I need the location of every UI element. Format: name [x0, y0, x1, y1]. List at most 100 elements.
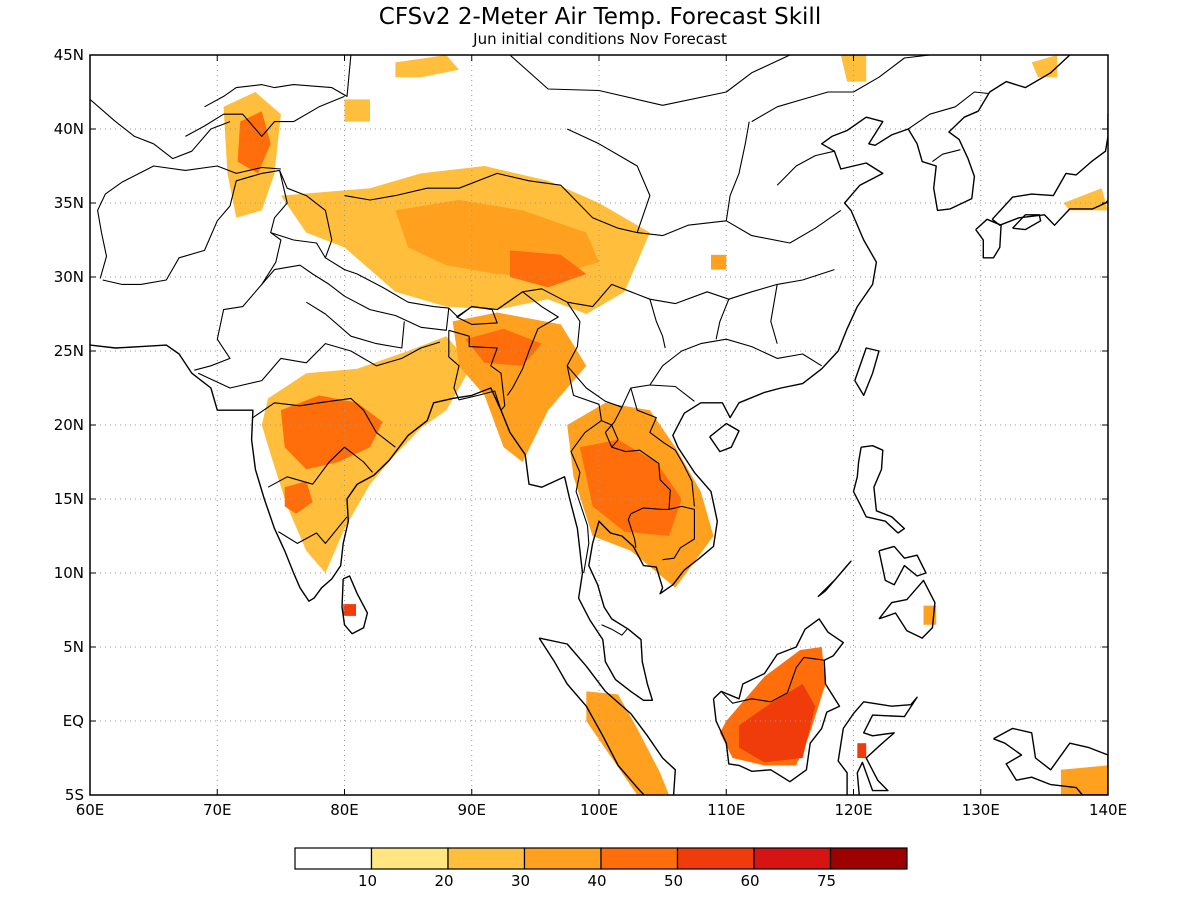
borders-layer [90, 55, 989, 704]
coastline-sri-lanka [341, 575, 369, 635]
skill-region-tibet-south [509, 250, 587, 288]
skill-region-central-india [261, 336, 472, 573]
coastlines-layer [90, 55, 1108, 795]
border-china-provinces-8 [566, 128, 651, 233]
y-tick-label: 25N [54, 342, 84, 360]
border-mongolia-china [507, 55, 791, 106]
border-china-provinces-7 [770, 284, 778, 344]
skill-region-yunnan-hainan [711, 254, 727, 270]
y-tick-label: 5S [65, 786, 84, 804]
border-bhutan [456, 306, 498, 325]
border-china-provinces-10 [853, 55, 930, 93]
border-iran-afghanistan [97, 181, 123, 279]
colorbar-label: 10 [358, 872, 377, 890]
longitude-axis: 60E 70E 80E 90E 100E 110E 120E 130E 140E [76, 55, 1127, 819]
y-tick-label: 15N [54, 490, 84, 508]
coastline-taiwan [854, 347, 880, 397]
coastline-palawan [817, 560, 852, 598]
x-tick-label: 80E [330, 801, 359, 819]
border-india-states-6 [306, 301, 405, 349]
skill-region-sulawesi [857, 743, 867, 758]
border-china-provinces-11 [751, 91, 854, 123]
colorbar-label: 30 [511, 872, 530, 890]
border-india-states-4 [278, 516, 348, 544]
coastline-shikoku [1012, 214, 1042, 231]
coastline-sulawesi [837, 696, 918, 795]
border-china-provinces-6 [715, 298, 730, 340]
border-china-provinces-2 [458, 172, 842, 244]
border-china-provinces-3 [649, 338, 822, 386]
skill-region-manchuria-east [1031, 55, 1058, 78]
skill-region-new-guinea [1060, 765, 1108, 795]
colorbar-label: 75 [817, 872, 836, 890]
colorbar-swatch [447, 847, 526, 870]
border-tibet-qinghai [344, 187, 459, 201]
colorbar-legend: 10 20 30 40 50 60 75 [294, 847, 908, 890]
skill-region-western-ghats [284, 481, 313, 514]
border-india-states-3 [267, 446, 373, 488]
coastline-arabia-iran-coast [90, 55, 1071, 701]
y-tick-label: EQ [63, 712, 84, 730]
skill-region-sri-lanka [343, 604, 356, 616]
border-china-provinces-5 [725, 121, 750, 221]
x-tick-label: 70E [203, 801, 232, 819]
border-kazakh [204, 55, 352, 108]
x-tick-label: 120E [834, 801, 872, 819]
border-pakistan-afghanistan [102, 169, 280, 285]
skill-region-karakoram-core [237, 111, 271, 174]
border-central-asia [121, 165, 281, 183]
colorbar-label: 40 [587, 872, 606, 890]
colorbar-swatch [294, 847, 373, 870]
colorbar-label: 20 [434, 872, 453, 890]
y-tick-label: 35N [54, 194, 84, 212]
border-china-korea [907, 91, 989, 130]
x-tick-label: 90E [457, 801, 486, 819]
y-tick-label: 10N [54, 564, 84, 582]
border-myanmar-india [496, 291, 559, 396]
coastline-honshu [991, 113, 1108, 226]
x-tick-label: 60E [76, 801, 105, 819]
coastline-new-guinea-west [993, 727, 1108, 795]
colorbar-label: 60 [740, 872, 759, 890]
x-tick-label: 110E [707, 801, 745, 819]
border-bangladesh [448, 329, 506, 411]
colorbar-label: 50 [664, 872, 683, 890]
border-tajik-kyrgyz [185, 95, 345, 137]
latitude-axis: 5S EQ 5N 10N 15N 20N 25N 30N 35N 40N 45N [54, 46, 1108, 804]
skill-region-northeast-core [465, 328, 542, 366]
skill-region-central-india-core [280, 395, 383, 470]
x-tick-label: 140E [1089, 801, 1127, 819]
skill-region-sumatra [586, 691, 669, 795]
y-tick-label: 5N [63, 638, 84, 656]
border-india-states-5 [261, 264, 345, 297]
border-vietnam-laos-north [630, 387, 695, 507]
border-china-provinces-9 [776, 150, 835, 186]
colorbar-swatch [676, 847, 755, 870]
border-laos-thai [601, 420, 619, 448]
y-tick-label: 40N [54, 120, 84, 138]
skill-region-mongolia-west [395, 55, 459, 78]
y-tick-label: 45N [54, 46, 84, 64]
coastline-hainan [709, 422, 740, 453]
border-myanmar-thai [566, 365, 603, 574]
x-tick-label: 100E [580, 801, 618, 819]
border-india-states-2 [252, 397, 396, 448]
coastline-borneo [712, 618, 844, 783]
coastline-kyushu [975, 218, 1002, 259]
border-china-provinces-1 [567, 269, 835, 308]
skill-shading-layer [223, 55, 1108, 795]
figure-subtitle: Jun initial conditions Nov Forecast [472, 30, 727, 48]
colorbar-swatch [523, 847, 602, 870]
coastline-visayas [878, 545, 927, 586]
border-nepal-south [344, 295, 450, 331]
gridlines [90, 55, 1108, 795]
skill-region-hindu-kush [344, 99, 370, 122]
figure-title: CFSv2 2-Meter Air Temp. Forecast Skill [379, 4, 821, 30]
coastline-luzon [852, 445, 906, 534]
skill-region-mongolia-east [840, 55, 867, 82]
y-tick-label: 30N [54, 268, 84, 286]
x-tick-label: 130E [962, 801, 1000, 819]
border-cambodia-thai [630, 507, 669, 515]
colorbar-swatch [753, 847, 832, 870]
